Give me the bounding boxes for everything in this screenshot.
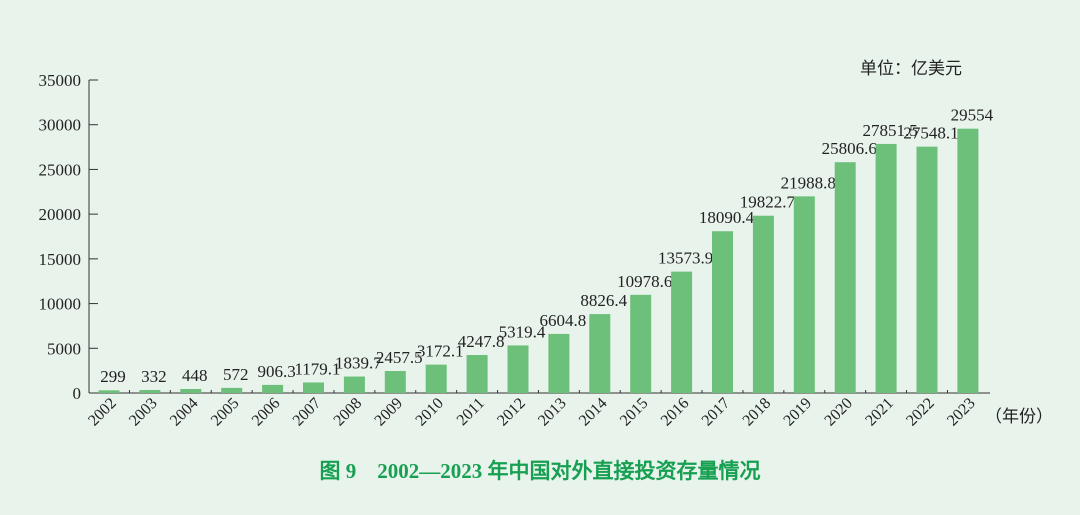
bar-2014: [589, 314, 611, 393]
bar-2011: [466, 355, 488, 393]
bar-2018: [752, 215, 774, 393]
data-label-2005: 572: [223, 365, 249, 384]
data-label-2014: 8826.4: [580, 291, 627, 310]
data-label-2022: 27548.1: [903, 124, 958, 143]
data-label-2013: 6604.8: [540, 311, 587, 330]
bar-2016: [671, 271, 693, 393]
bar-2022: [916, 146, 938, 393]
data-label-2011: 4247.8: [458, 332, 505, 351]
x-tick-label: 2013: [535, 395, 570, 430]
x-tick-label: 2006: [249, 395, 284, 430]
data-label-2015: 10978.6: [617, 272, 672, 291]
data-label-2002: 299: [100, 367, 126, 386]
y-tick-label: 30000: [39, 116, 82, 135]
y-tick-label: 10000: [39, 295, 82, 314]
data-label-2004: 448: [182, 366, 208, 385]
bar-2019: [793, 196, 815, 393]
bar-2010: [425, 364, 447, 393]
bar-2013: [548, 333, 570, 393]
data-label-2010: 3172.1: [417, 342, 464, 361]
y-tick-label: 20000: [39, 205, 82, 224]
data-label-2007: 1179.1: [294, 359, 340, 378]
bar-2004: [180, 388, 202, 393]
bar-2015: [630, 294, 652, 393]
data-label-2012: 5319.4: [499, 322, 546, 341]
data-label-2016: 13573.9: [658, 249, 713, 268]
x-tick-label: 2004: [167, 395, 202, 430]
bar-2017: [712, 231, 733, 393]
data-label-2017: 18090.4: [699, 208, 755, 227]
y-tick-label: 25000: [39, 160, 82, 179]
bar-2021: [875, 143, 897, 393]
data-label-2021: 27851.5: [862, 121, 917, 140]
bar-2006: [262, 384, 284, 393]
x-tick-label: 2009: [371, 395, 406, 430]
unit-label: 单位：亿美元: [860, 59, 962, 78]
x-tick-label: 2014: [576, 395, 611, 430]
bar-2007: [303, 382, 324, 393]
x-axis-label: （年份）: [985, 407, 1053, 426]
x-tick-label: 2021: [862, 395, 897, 430]
data-label-2008: 1839.7: [335, 354, 382, 373]
x-tick-label: 2012: [494, 395, 529, 430]
x-tick-label: 2016: [658, 395, 693, 430]
bar-2012: [507, 345, 529, 393]
x-tick-label: 2011: [454, 395, 488, 429]
data-label-2018: 19822.7: [740, 193, 796, 212]
bar-2002: [98, 390, 120, 393]
bar-2020: [834, 162, 856, 393]
x-tick-label: 2003: [126, 395, 161, 430]
bar-2023: [957, 128, 979, 393]
y-tick-label: 0: [73, 384, 82, 403]
x-tick-label: 2019: [780, 395, 815, 430]
x-tick-label: 2017: [699, 395, 734, 430]
x-tick-label: 2020: [821, 395, 856, 430]
bar-2005: [221, 387, 243, 393]
chart-title: 图 9 2002—2023 年中国对外直接投资存量情况: [319, 459, 761, 483]
bar-2009: [384, 371, 406, 393]
x-tick-label: 2023: [944, 395, 979, 430]
x-tick-label: 2018: [740, 395, 775, 430]
data-label-2020: 25806.6: [822, 139, 877, 158]
y-tick-label: 15000: [39, 250, 82, 269]
x-tick-label: 2022: [903, 395, 938, 430]
bar-2003: [139, 390, 161, 393]
data-label-2019: 21988.8: [781, 173, 836, 192]
data-label-2023: 29554: [951, 106, 994, 125]
y-tick-label: 35000: [39, 71, 82, 90]
x-tick-label: 2002: [85, 395, 120, 430]
x-tick-label: 2007: [290, 395, 325, 430]
x-tick-label: 2010: [412, 395, 447, 430]
x-tick-label: 2005: [208, 395, 243, 430]
data-label-2006: 906.3: [257, 362, 295, 381]
x-tick-label: 2015: [617, 395, 652, 430]
bar-2008: [343, 376, 365, 393]
x-tick-label: 2008: [331, 395, 366, 430]
y-tick-label: 5000: [47, 339, 81, 358]
data-label-2003: 332: [141, 367, 167, 386]
data-label-2009: 2457.5: [376, 348, 423, 367]
